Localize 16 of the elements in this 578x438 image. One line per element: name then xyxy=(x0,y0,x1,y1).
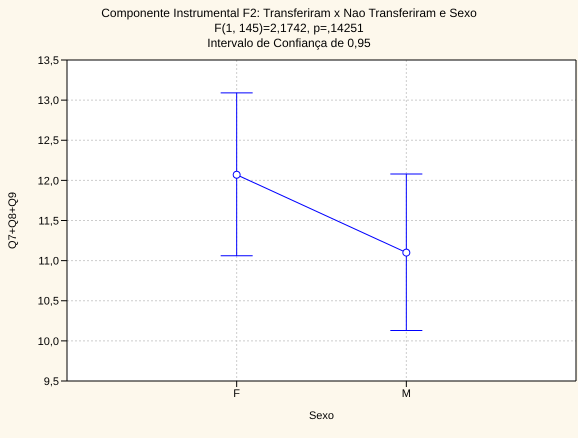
y-tick-label: 12,5 xyxy=(38,135,59,148)
y-axis-title: Q7+Q8+Q9 xyxy=(6,192,19,249)
text: Intervalo de Confiança de 0,95 xyxy=(206,36,372,51)
y-tick-label: 12,0 xyxy=(38,175,59,188)
chart-subtitle: F(1, 145)=2,1742, p=,14251 xyxy=(213,21,365,36)
y-tick-label: 13,5 xyxy=(38,54,59,67)
y-tick-label: 9,5 xyxy=(44,376,59,388)
x-tick-label: F xyxy=(233,388,240,400)
y-tick-label: 13,0 xyxy=(38,95,59,108)
y-tick-label: 11,0 xyxy=(38,256,59,268)
x-tick-label: M xyxy=(402,388,411,400)
y-tick-label: 10,0 xyxy=(38,336,59,348)
y-tick-label: 10,5 xyxy=(38,296,59,308)
x-axis-title: Sexo xyxy=(308,410,334,422)
chart-title: Componente Instrumental F2: Transferiram x Nao Transferiram e Sexo xyxy=(100,6,478,21)
y-tick-label: 11,5 xyxy=(38,215,59,228)
